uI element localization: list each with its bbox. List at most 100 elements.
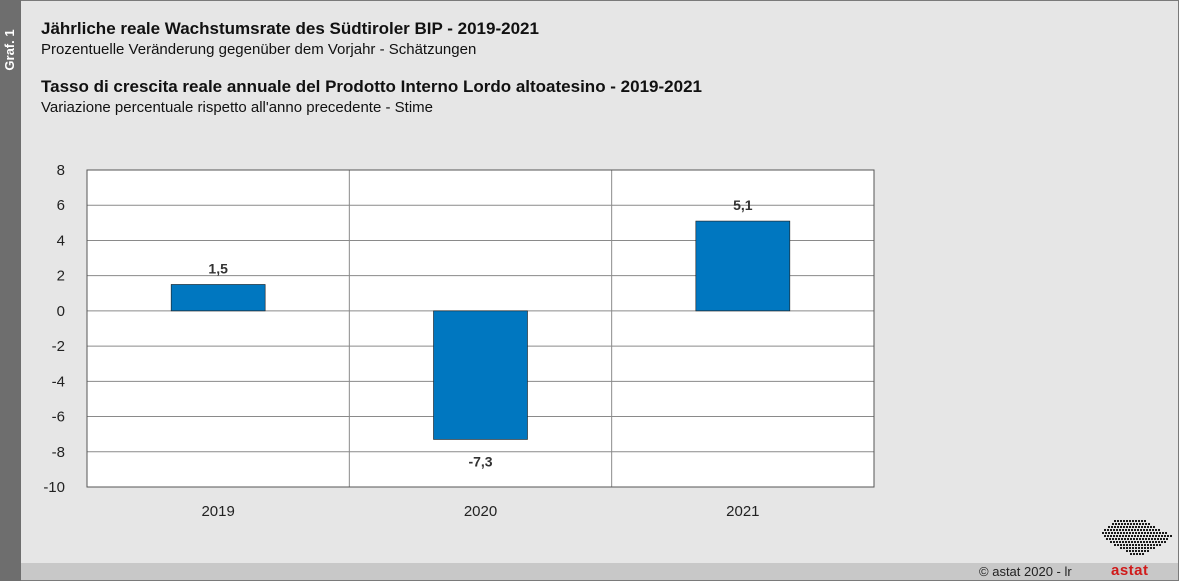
logo-dot	[1125, 535, 1127, 537]
x-tick-label: 2021	[726, 503, 759, 520]
logo-dot	[1132, 547, 1134, 549]
logo-dot	[1142, 553, 1144, 555]
logo-dot	[1114, 544, 1116, 546]
logo-dot	[1114, 520, 1116, 522]
logo-dot	[1123, 520, 1125, 522]
logo-dot	[1102, 532, 1104, 534]
logo-dot	[1112, 523, 1114, 525]
logo-dot	[1123, 544, 1125, 546]
logo-dot	[1144, 526, 1146, 528]
logo-dot	[1129, 550, 1131, 552]
logo-dot	[1119, 541, 1121, 543]
astat-logo-text: astat	[1111, 562, 1149, 579]
logo-dot	[1148, 538, 1150, 540]
logo-dot	[1142, 523, 1144, 525]
logo-dot	[1136, 523, 1138, 525]
subtitle-german: Prozentuelle Veränderung gegenüber dem V…	[41, 41, 477, 58]
logo-dot	[1136, 538, 1138, 540]
y-tick-label: 2	[57, 268, 65, 285]
bar	[433, 310, 528, 440]
logo-dot	[1155, 535, 1157, 537]
logo-dot	[1164, 541, 1166, 543]
logo-dot	[1141, 544, 1143, 546]
logo-dot	[1107, 535, 1109, 537]
logo-dot	[1110, 529, 1112, 531]
y-tick-label: 8	[57, 162, 65, 179]
logo-dot	[1150, 526, 1152, 528]
logo-dot	[1108, 532, 1110, 534]
logo-dot	[1155, 541, 1157, 543]
title-italian: Tasso di crescita reale annuale del Prod…	[41, 77, 702, 96]
logo-dot	[1125, 529, 1127, 531]
logo-dot	[1143, 541, 1145, 543]
logo-dot	[1132, 520, 1134, 522]
logo-dot	[1146, 529, 1148, 531]
logo-dot	[1165, 532, 1167, 534]
logo-dot	[1104, 535, 1106, 537]
data-label: -7,3	[468, 453, 492, 469]
logo-dot	[1136, 553, 1138, 555]
logo-dot	[1156, 532, 1158, 534]
logo-dot	[1120, 544, 1122, 546]
logo-dot	[1110, 541, 1112, 543]
logo-dot	[1160, 538, 1162, 540]
logo-dot	[1116, 529, 1118, 531]
logo-dot	[1148, 523, 1150, 525]
logo-dot	[1137, 541, 1139, 543]
logo-dot	[1146, 535, 1148, 537]
logo-dot	[1121, 538, 1123, 540]
logo-dot	[1147, 544, 1149, 546]
logo-dot	[1138, 532, 1140, 534]
logo-dot	[1154, 538, 1156, 540]
logo-dot	[1137, 529, 1139, 531]
plot-border	[86, 169, 875, 488]
logo-dot	[1155, 529, 1157, 531]
logo-dot	[1141, 526, 1143, 528]
logo-dot	[1152, 541, 1154, 543]
logo-dot	[1126, 532, 1128, 534]
y-tick-label: -8	[52, 444, 65, 461]
logo-dot	[1141, 520, 1143, 522]
logo-dot	[1128, 541, 1130, 543]
copyright-symbol: ©	[979, 564, 989, 579]
y-tick-label: 4	[57, 232, 65, 249]
logo-dot	[1112, 538, 1114, 540]
logo-dot	[1138, 526, 1140, 528]
logo-dot	[1140, 535, 1142, 537]
logo-dot	[1109, 538, 1111, 540]
logo-dot	[1158, 535, 1160, 537]
copyright-text: © astat 2020 - lr	[979, 564, 1072, 579]
logo-dot	[1135, 526, 1137, 528]
logo-dot	[1133, 523, 1135, 525]
title-german: Jährliche reale Wachstumsrate des Südtir…	[41, 19, 539, 38]
logo-dot	[1115, 523, 1117, 525]
logo-dot	[1114, 532, 1116, 534]
logo-dot	[1159, 532, 1161, 534]
logo-dot	[1167, 535, 1169, 537]
logo-dot	[1139, 523, 1141, 525]
logo-dot	[1104, 529, 1106, 531]
logo-dot	[1149, 535, 1151, 537]
logo-dot	[1141, 550, 1143, 552]
x-tick-label: 2019	[201, 503, 234, 520]
logo-dot	[1147, 547, 1149, 549]
logo-dot	[1150, 544, 1152, 546]
logo-dot	[1126, 544, 1128, 546]
logo-dot	[1147, 550, 1149, 552]
logo-dot	[1113, 535, 1115, 537]
logo-dot	[1138, 547, 1140, 549]
logo-dot	[1106, 538, 1108, 540]
logo-dot	[1153, 544, 1155, 546]
logo-dot	[1162, 532, 1164, 534]
logo-dot	[1141, 547, 1143, 549]
logo-dot	[1122, 529, 1124, 531]
logo-dot	[1122, 535, 1124, 537]
logo-dot	[1124, 523, 1126, 525]
logo-dot	[1126, 520, 1128, 522]
logo-dot	[1118, 538, 1120, 540]
logo-dot	[1132, 532, 1134, 534]
logo-dot	[1152, 529, 1154, 531]
logo-dot	[1114, 526, 1116, 528]
logo-dot	[1113, 529, 1115, 531]
